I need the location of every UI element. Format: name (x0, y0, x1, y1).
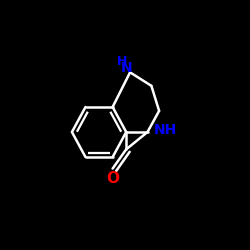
Text: N: N (120, 60, 132, 74)
Text: NH: NH (153, 123, 176, 137)
Text: O: O (106, 171, 119, 186)
Text: H: H (117, 55, 128, 68)
